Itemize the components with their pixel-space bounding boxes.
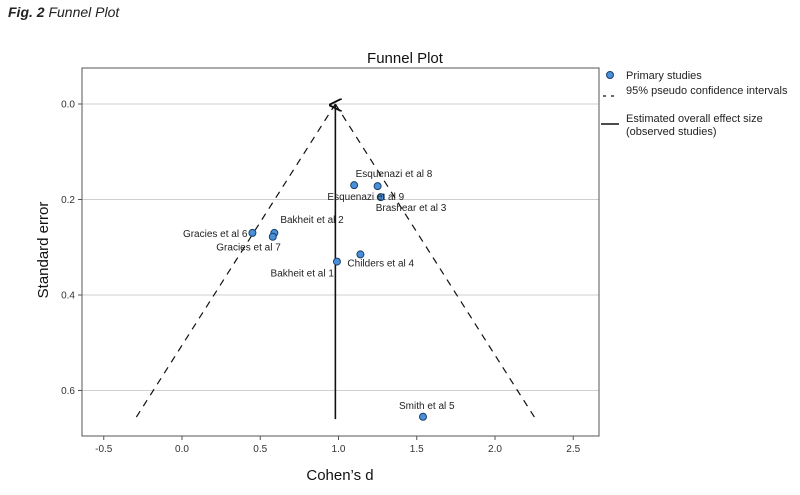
study-point bbox=[419, 412, 428, 421]
study-point-label: Gracies et al 6 bbox=[183, 229, 248, 240]
study-point bbox=[350, 181, 359, 190]
study-point bbox=[248, 228, 257, 237]
study-point-label: Esquenazi et al 9 bbox=[327, 192, 404, 203]
study-point-label: Esquenazi et al 8 bbox=[356, 169, 433, 180]
legend-label-confidence-intervals: 95% pseudo confidence intervals bbox=[626, 85, 788, 97]
confidence-interval-lines bbox=[134, 103, 537, 420]
study-point-label: Bakheit et al 1 bbox=[271, 269, 335, 280]
y-axis-title: Standard error bbox=[35, 202, 52, 299]
study-point bbox=[376, 193, 385, 202]
y-axis-ticks: 0.0 0.2 0.4 0.6 bbox=[61, 100, 82, 397]
study-point bbox=[356, 250, 365, 259]
figure-caption: Fig. 2 Funnel Plot bbox=[8, 4, 119, 20]
study-point bbox=[268, 232, 277, 241]
x-axis-title: Cohen’s d bbox=[306, 467, 373, 484]
y-tick-label: 0.4 bbox=[61, 291, 75, 302]
x-tick-label: 0.5 bbox=[253, 444, 267, 455]
data-points: Bakheit et al 1 Bakheit et al 2 Brashear e… bbox=[183, 169, 455, 421]
y-tick-label: 0.0 bbox=[61, 100, 75, 111]
x-tick-label: 1.5 bbox=[410, 444, 424, 455]
figure-number: Fig. 2 bbox=[8, 4, 45, 20]
study-point-label: Gracies et al 7 bbox=[216, 243, 281, 254]
study-point-label: Smith et al 5 bbox=[399, 401, 455, 412]
chart-title: Funnel Plot bbox=[367, 50, 444, 67]
legend-label-overall-effect: Estimated overall effect size (observed s… bbox=[626, 113, 763, 138]
study-point-label: Bakheit et al 2 bbox=[280, 215, 344, 226]
x-axis-ticks: -0.5 0.0 0.5 1.0 1.5 2.0 2.5 bbox=[95, 436, 581, 455]
y-tick-label: 0.6 bbox=[61, 386, 75, 397]
gridlines bbox=[82, 103, 599, 391]
figure-caption-text: Funnel Plot bbox=[48, 4, 120, 20]
y-tick-label: 0.2 bbox=[61, 195, 75, 206]
study-point-label: Childers et al 4 bbox=[347, 258, 414, 269]
ci-boundary-line bbox=[134, 103, 336, 420]
study-point bbox=[373, 182, 382, 191]
legend-marker-swatch bbox=[606, 71, 614, 79]
legend-label-primary-studies: Primary studies bbox=[626, 70, 702, 82]
x-tick-label: 1.0 bbox=[332, 444, 346, 455]
study-point-label: Brashear et al 3 bbox=[376, 203, 447, 214]
plot-frame bbox=[81, 67, 600, 437]
x-tick-label: 0.0 bbox=[175, 444, 189, 455]
ci-boundary-line bbox=[334, 103, 537, 420]
x-tick-label: -0.5 bbox=[95, 444, 113, 455]
legend: Primary studies 95% pseudo confidence int… bbox=[601, 70, 788, 138]
x-tick-label: 2.5 bbox=[566, 444, 580, 455]
x-tick-label: 2.0 bbox=[488, 444, 502, 455]
study-point bbox=[332, 257, 341, 266]
